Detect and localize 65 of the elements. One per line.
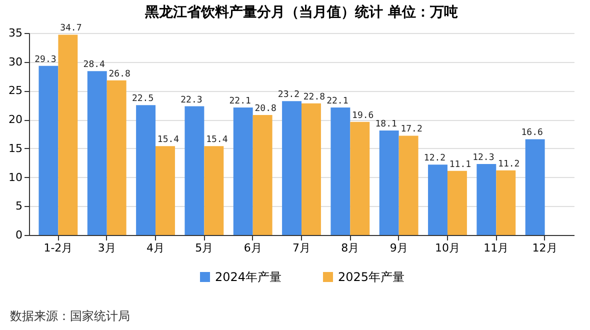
data-label: 22.1 xyxy=(229,96,251,106)
bar xyxy=(350,122,370,235)
bar xyxy=(184,106,204,235)
x-tick-label: 10月 xyxy=(434,242,460,254)
bar xyxy=(136,105,156,235)
data-label: 20.8 xyxy=(254,104,276,114)
y-tick-label: 25 xyxy=(8,84,22,98)
data-label: 17.2 xyxy=(400,124,422,135)
y-tick-label: 35 xyxy=(8,26,22,40)
data-label: 34.7 xyxy=(60,24,82,34)
bar xyxy=(87,71,107,235)
legend-label: 2025年产量 xyxy=(338,270,405,284)
data-label: 29.3 xyxy=(34,54,56,65)
bar xyxy=(476,164,496,235)
data-label: 15.4 xyxy=(157,135,180,146)
data-label: 23.2 xyxy=(278,90,300,100)
bar xyxy=(38,66,58,235)
data-label: 26.8 xyxy=(108,69,130,80)
x-tick-label: 3月 xyxy=(98,242,116,254)
bar xyxy=(58,34,78,235)
x-tick-label: 8月 xyxy=(341,242,360,254)
x-tick-label: 9月 xyxy=(390,242,408,254)
y-tick-label: 5 xyxy=(16,200,22,213)
bar xyxy=(156,146,175,235)
data-label: 22.3 xyxy=(180,95,202,106)
y-tick-label: 0 xyxy=(16,228,22,242)
x-tick-label: 4月 xyxy=(146,242,165,254)
x-tick-label: 1-2月 xyxy=(44,242,73,254)
x-tick-label: 6月 xyxy=(244,242,262,254)
data-label: 12.3 xyxy=(472,153,494,164)
source-note: 数据来源：国家统计局 xyxy=(10,308,130,325)
bar xyxy=(204,146,224,235)
x-tick-label: 11月 xyxy=(484,242,509,254)
bar xyxy=(525,139,545,235)
y-tick-label: 15 xyxy=(8,142,22,155)
bar xyxy=(330,107,350,235)
chart-title: 黑龙江省饮料产量分月（当月值）统计 单位：万吨 xyxy=(144,4,458,21)
data-label: 18.1 xyxy=(375,120,397,130)
y-tick-label: 10 xyxy=(8,170,22,184)
x-tick-label: 7月 xyxy=(292,242,310,254)
bar xyxy=(233,107,253,235)
data-label: 22.1 xyxy=(326,96,348,106)
x-tick-label: 12月 xyxy=(532,242,558,254)
data-label: 11.2 xyxy=(498,159,520,170)
bar xyxy=(252,114,272,235)
data-label: 22.5 xyxy=(132,94,154,104)
bar xyxy=(282,101,302,235)
bar xyxy=(398,136,418,235)
data-label: 11.1 xyxy=(449,160,472,170)
data-label: 28.4 xyxy=(83,60,105,70)
bar xyxy=(496,170,516,235)
bar xyxy=(302,103,321,235)
y-tick-label: 20 xyxy=(8,113,22,126)
data-label: 12.2 xyxy=(424,154,446,164)
data-label: 19.6 xyxy=(352,110,374,121)
data-label: 22.8 xyxy=(303,92,326,102)
y-tick-label: 30 xyxy=(8,55,22,68)
bar xyxy=(428,164,448,235)
data-label: 16.6 xyxy=(521,128,543,138)
bar xyxy=(106,80,126,235)
bar xyxy=(447,170,467,235)
x-tick-label: 5月 xyxy=(195,242,214,254)
legend-label: 2024年产量 xyxy=(215,270,282,284)
bar xyxy=(379,130,399,235)
data-label: 15.4 xyxy=(206,135,228,146)
